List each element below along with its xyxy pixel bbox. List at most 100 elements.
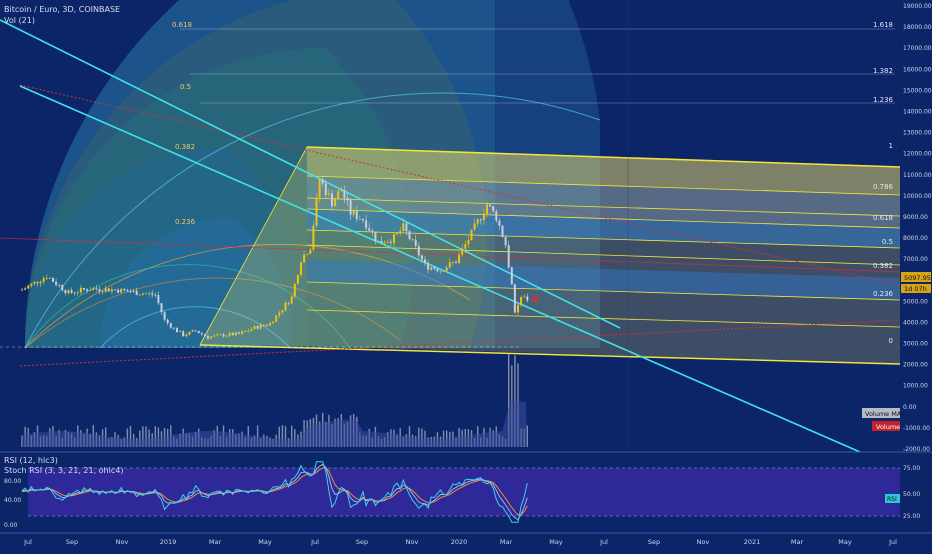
candle <box>157 295 160 304</box>
fib-level-label: 1.618 <box>873 21 893 29</box>
candle <box>526 296 529 301</box>
time-label: Mar <box>209 538 222 546</box>
candle <box>185 334 188 337</box>
candle <box>216 334 219 336</box>
candle <box>210 336 213 339</box>
symbol-title[interactable]: Bitcoin / Euro, 3D, COINBASE <box>4 5 121 14</box>
time-label: May <box>258 538 272 546</box>
candle <box>517 304 519 313</box>
rsi-band <box>28 468 900 516</box>
candle <box>523 296 526 298</box>
trend-line-upper <box>0 19 621 329</box>
candle <box>343 190 346 199</box>
indicator-lines <box>21 461 528 523</box>
candle <box>182 331 185 337</box>
rsi-title[interactable]: RSI (12, hlc3) <box>4 456 58 465</box>
candle <box>334 199 337 207</box>
candle <box>427 263 430 270</box>
candle <box>464 244 467 249</box>
candle <box>479 219 482 221</box>
candle <box>402 223 405 231</box>
trend-line-lower <box>19 85 861 452</box>
candle <box>470 229 473 241</box>
time-label: Nov <box>697 538 710 546</box>
candle <box>318 179 321 198</box>
time-label: 2020 <box>451 538 468 546</box>
price-tick: 0.00 <box>903 404 917 411</box>
candle <box>188 331 191 335</box>
candle <box>197 330 200 334</box>
candle <box>296 275 299 284</box>
candle <box>61 285 64 291</box>
candle <box>129 291 132 293</box>
candle <box>396 232 399 235</box>
arc-label: 0.618 <box>172 21 192 29</box>
ind-left-tick: 80.00 <box>4 478 21 485</box>
volume-bar <box>129 425 132 447</box>
time-label: Jul <box>599 538 608 546</box>
candle <box>380 240 383 244</box>
candle <box>513 284 516 313</box>
countdown-tag <box>901 284 931 293</box>
fib-level-label: 0.236 <box>873 290 894 298</box>
candle <box>176 328 178 333</box>
candle <box>48 278 51 279</box>
candle <box>420 255 423 260</box>
candle <box>455 261 457 264</box>
candle <box>36 281 39 284</box>
fib-level-label: 1 <box>889 142 893 150</box>
price-tick: -2000.00 <box>903 446 930 453</box>
price-axis[interactable] <box>900 0 932 452</box>
fib-level-label: 0.382 <box>873 262 893 270</box>
volume-indicator-title[interactable]: Vol (21) <box>4 16 35 25</box>
volume-ma-area <box>22 401 528 447</box>
candle <box>148 293 151 295</box>
price-tick: 14000.00 <box>903 108 932 115</box>
volume-ma-tag <box>862 408 900 418</box>
red-dotted-trend <box>19 84 900 286</box>
rsi-line <box>21 461 528 523</box>
fib-arc-lines <box>24 92 601 349</box>
red-horizontal-line <box>0 237 900 273</box>
candle <box>92 288 95 291</box>
candle <box>73 292 76 294</box>
fib-arc-labels: 0.618 0.5 0.382 0.236 <box>172 21 196 226</box>
candle <box>141 293 144 295</box>
time-label: Sep <box>66 538 78 546</box>
stoch-rsi-title[interactable]: Stoch RSI (3, 3, 21, 21, ohlc4) <box>4 466 124 475</box>
candle <box>117 289 120 293</box>
time-label: Sep <box>648 538 660 546</box>
candle <box>256 326 259 329</box>
price-axis-ticks: 19000.00 18000.00 17000.00 16000.00 15000.00… <box>903 3 932 453</box>
candle <box>436 268 439 272</box>
fib-level-label: 1.236 <box>873 96 894 104</box>
candle <box>451 261 454 263</box>
candle <box>241 331 244 334</box>
candle <box>191 330 194 332</box>
price-tick: 10000.00 <box>903 193 932 200</box>
candle <box>340 190 343 192</box>
candle <box>368 228 371 231</box>
candle <box>30 283 33 286</box>
current-price: 5097.95 <box>904 274 931 282</box>
price-tick: 8000.00 <box>903 235 928 242</box>
price-tick: 11000.00 <box>903 172 932 179</box>
candle <box>123 288 126 291</box>
candle <box>27 285 30 289</box>
time-axis[interactable] <box>0 533 932 550</box>
candle <box>138 294 141 296</box>
candle <box>424 259 426 264</box>
time-label: Nov <box>406 538 419 546</box>
ind-tick: 25.00 <box>903 513 920 520</box>
candle <box>352 210 355 215</box>
candle <box>24 288 27 290</box>
volume-ma-label: Volume MA <box>865 410 902 418</box>
candle <box>365 220 368 229</box>
candle <box>303 254 306 263</box>
volume-bar <box>142 426 144 447</box>
volume-bar <box>526 425 528 447</box>
indicator-left-ticks: 80.00 40.00 0.00 <box>4 478 21 529</box>
candle <box>281 310 284 313</box>
current-price-tag <box>901 272 931 282</box>
